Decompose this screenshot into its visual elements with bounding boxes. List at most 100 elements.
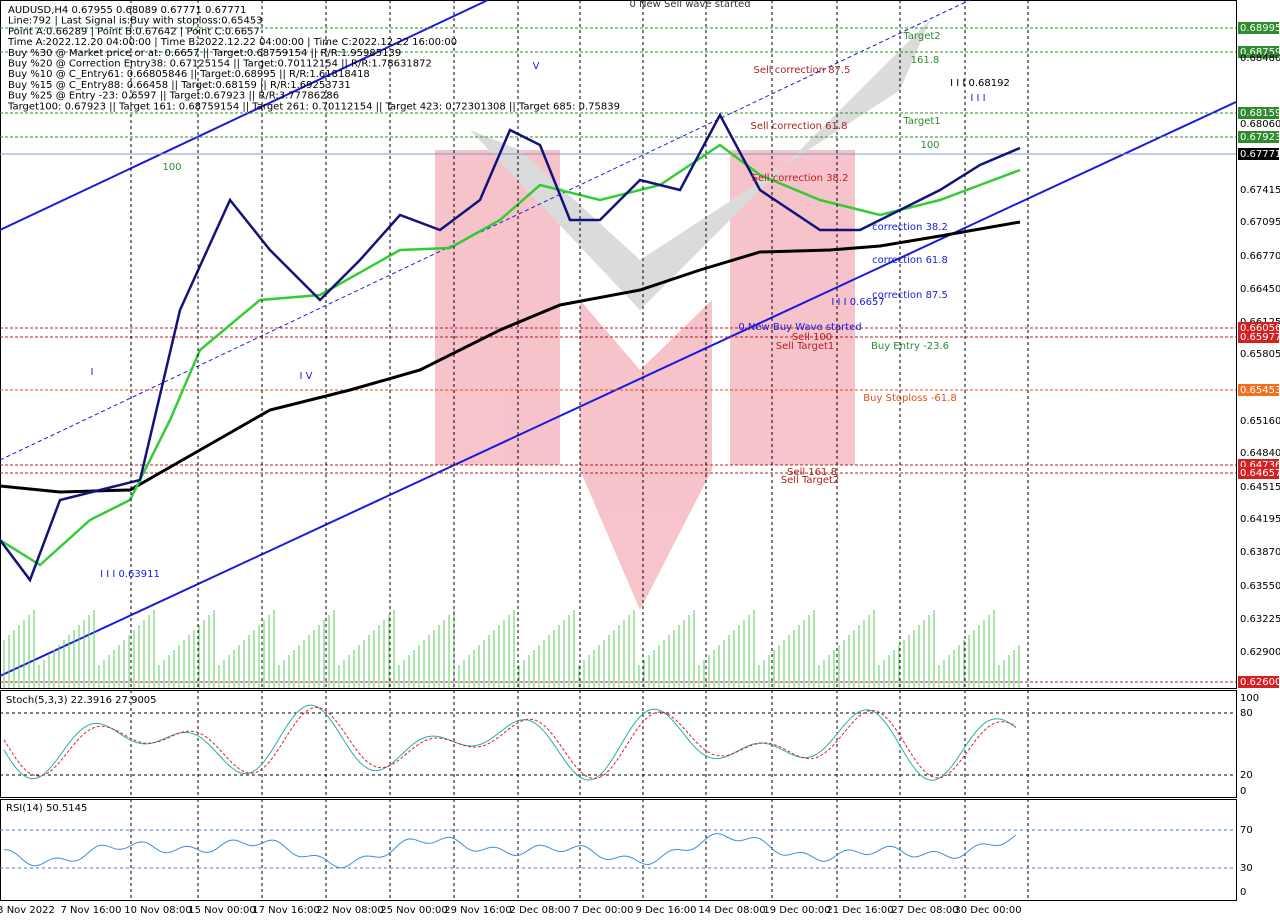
date-axis-label: 21 Dec 16:00 <box>826 905 893 916</box>
channel-line <box>0 101 1237 677</box>
price-axis-label: 0.66770 <box>1240 251 1280 262</box>
price-axis-label: 0.64657 <box>1240 468 1280 479</box>
annotation: Sell Target2 <box>781 475 840 486</box>
header-line: Buy %20 @ Correction Entry38: 0.67125154… <box>8 59 432 70</box>
annotation: I <box>91 367 94 378</box>
price-axis-label: 0.64195 <box>1240 514 1280 525</box>
price-axis-label: 0.68995 <box>1240 23 1280 34</box>
channel-line <box>0 0 489 231</box>
logo <box>435 20 930 610</box>
annotation: Sell Target1 <box>776 341 835 352</box>
header-line: Buy %30 @ Market price or at: 0.6657 || … <box>8 48 401 59</box>
header-line: Time A:2022.12.20 04:00:00 | Time B:2022… <box>7 37 457 48</box>
annotation: 100 <box>162 162 181 173</box>
annotation: I V <box>300 371 313 382</box>
price-axis-label: 0.67771 <box>1240 149 1280 160</box>
price-axis-label: 0.67095 <box>1240 217 1280 228</box>
date-axis-label: 30 Dec 00:00 <box>954 905 1021 916</box>
annotation: I I I 0.63911 <box>100 569 160 580</box>
header-line: Buy %25 @ Entry -23: 0.6597 || Target:0.… <box>8 91 339 102</box>
annotation: I I I 0.6657 <box>831 297 884 308</box>
annotation: Sell correction 87.5 <box>754 65 851 76</box>
price-axis-label: 0.64840 <box>1240 448 1280 459</box>
date-axis-label: 25 Nov 00:00 <box>380 905 447 916</box>
price-tag <box>1238 107 1279 119</box>
price-tag <box>1238 384 1279 396</box>
stoch-signal <box>3 706 1017 779</box>
annotation: Sell 161.8 <box>787 467 837 478</box>
annotation: Target1 <box>902 116 940 127</box>
price-axis-label: 0.64736 <box>1240 460 1280 471</box>
annotation: correction 87.5 <box>872 290 948 301</box>
price-tag <box>1238 331 1279 343</box>
rsi-line <box>3 833 1017 869</box>
stoch-axis-label: 20 <box>1240 770 1253 781</box>
price-axis-label: 0.68060 <box>1240 119 1280 130</box>
annotation: correction 61.8 <box>872 255 948 266</box>
header-line: AUDUSD,H4 0.67955 0.68089 0.67771 0.6777… <box>8 5 246 16</box>
header-line: Target100: 0.67923 || Target 161: 0.6875… <box>7 101 620 112</box>
panel-frames <box>0 0 1237 901</box>
price-tag <box>1238 148 1279 160</box>
annotation: Buy Entry -23.6 <box>871 341 949 352</box>
rsi-axis-label: 70 <box>1240 825 1253 836</box>
price-axis-label: 0.63870 <box>1240 547 1280 558</box>
date-axis-label: 22 Nov 08:00 <box>316 905 383 916</box>
stoch-axis-label: 100 <box>1240 693 1259 704</box>
annotation: Sell correction 38.2 <box>752 173 849 184</box>
ma-mid <box>0 143 1021 567</box>
price-axis-label: 0.68759 <box>1240 47 1280 58</box>
annotation: 0 New Sell wave started <box>629 0 750 10</box>
annotation: Target2 <box>902 31 940 42</box>
price-tag <box>1238 676 1279 688</box>
ma-fast <box>0 112 1021 583</box>
date-axis-label: 7 Dec 00:00 <box>573 905 634 916</box>
header-line: Buy %15 @ C_Entry88: 0.66458 || Target:0… <box>8 80 351 91</box>
date-axis-label: 29 Nov 16:00 <box>444 905 511 916</box>
date-axis-label: 15 Nov 00:00 <box>188 905 255 916</box>
annotation: Sell correction 61.8 <box>751 121 848 132</box>
price-axis-label: 0.67923 <box>1240 132 1280 143</box>
rsi-axis-label: 30 <box>1240 863 1253 874</box>
stoch-axis-label: 0 <box>1240 786 1246 797</box>
stoch-label: Stoch(5,3,3) 22.3916 27.9005 <box>6 695 157 706</box>
date-axis-label: 14 Dec 08:00 <box>698 905 765 916</box>
price-axis-label: 0.68159 <box>1240 108 1280 119</box>
price-axis-label: 0.63225 <box>1240 614 1280 625</box>
rsi-label: RSI(14) 50.5145 <box>6 803 87 814</box>
price-tag <box>1238 22 1279 34</box>
header-line: Point A:0.66289 | Point B:0.67642 | Poin… <box>8 26 260 37</box>
annotation: 0 New Buy Wave started <box>738 322 861 333</box>
price-axis-label: 0.64515 <box>1240 482 1280 493</box>
header-line: Line:792 | Last Signal is:Buy with stopl… <box>8 16 263 27</box>
price-axis-label: 0.67415 <box>1240 185 1280 196</box>
date-axis-label: 27 Dec 08:00 <box>891 905 958 916</box>
date-axis-label: 2 Dec 08:00 <box>510 905 571 916</box>
annotation: I I I 0.68192 <box>950 78 1010 89</box>
price-tag <box>1238 46 1279 58</box>
annotation: 161.8 <box>911 55 940 66</box>
date-axis-label: 9 Dec 16:00 <box>636 905 697 916</box>
date-axis-label: 3 Nov 2022 <box>0 905 55 916</box>
price-axis-label: 0.66056 <box>1240 323 1280 334</box>
price-tag <box>1238 131 1279 143</box>
price-axis-label: 0.66450 <box>1240 284 1280 295</box>
price-axis-label: 0.63550 <box>1240 581 1280 592</box>
date-axis-label: 17 Nov 16:00 <box>252 905 319 916</box>
annotation: 100 <box>920 140 939 151</box>
price-axis-label: 0.65805 <box>1240 349 1280 360</box>
price-tag <box>1238 467 1279 479</box>
annotation: Sell 100 <box>792 332 832 343</box>
price-axis-label: 0.65977 <box>1240 332 1280 343</box>
stoch-main <box>3 704 1017 781</box>
date-axis-label: 19 Dec 00:00 <box>763 905 830 916</box>
price-axis-label: 0.65160 <box>1240 416 1280 427</box>
price-axis-label: 0.62900 <box>1240 647 1280 658</box>
header-line: Buy %10 @ C_Entry61: 0.66805846 || Targe… <box>8 69 370 80</box>
price-axis-label: 0.68480 <box>1240 53 1280 64</box>
price-axis-label: 0.65453 <box>1240 385 1280 396</box>
date-axis-label: 7 Nov 16:00 <box>60 905 121 916</box>
annotation: V <box>533 61 540 72</box>
rsi-axis-label: 0 <box>1240 887 1246 898</box>
